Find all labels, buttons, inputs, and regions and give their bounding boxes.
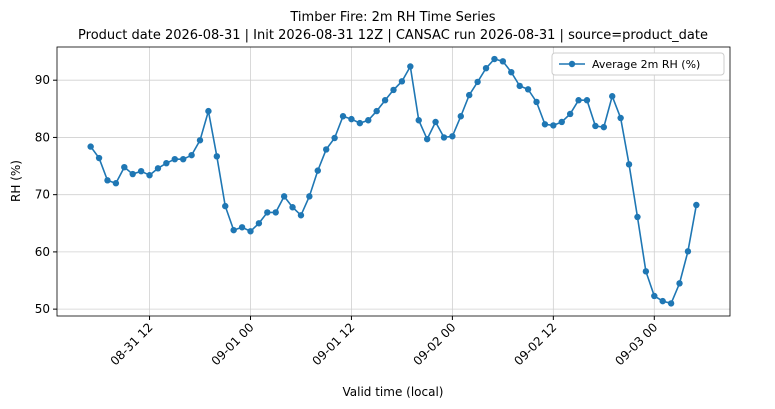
data-point [272,209,279,216]
data-point [600,123,608,131]
data-point [247,228,254,235]
data-point [617,114,624,122]
data-point [609,93,616,100]
plot-frame [56,46,731,317]
data-point [499,58,507,65]
data-point [188,151,195,159]
data-point [323,146,330,153]
data-point [373,107,380,115]
data-point [541,121,549,128]
data-point [213,153,221,160]
data-point [179,155,187,163]
x-tick-label: 09-03 00 [612,320,660,368]
data-point [222,202,229,210]
chart-title: Timber Fire: 2m RH Time Series [289,10,495,25]
data-point [314,167,321,174]
data-line [90,58,698,305]
data-point [339,113,347,120]
x-tick-label: 09-01 00 [209,320,257,368]
data-point [398,78,406,85]
data-point [230,226,237,234]
data-point [642,268,650,275]
data-point [390,86,397,94]
data-point [356,119,364,127]
data-point [524,86,532,93]
data-point [684,248,692,255]
data-point [129,170,136,178]
data-point [566,110,574,118]
data-point [87,143,94,150]
data-point [550,122,557,129]
y-axis-label: RH (%) [9,160,23,202]
data-point [625,161,633,168]
data-point [238,224,246,231]
data-point [482,64,490,72]
data-point [651,292,658,300]
chart-subtitle: Product date 2026-08-31 | Init 2026-08-3… [78,28,708,43]
data-point [533,98,540,106]
data-point [255,220,263,227]
data-point [331,134,338,142]
data-point [365,117,372,124]
data-point [575,97,582,104]
data-point [457,113,464,120]
data-point [634,213,641,221]
data-point [693,201,700,209]
data-point [423,135,431,143]
data-point [289,204,296,211]
data-point [676,280,683,287]
data-point [491,55,498,63]
y-tick-label: 50 [35,302,50,316]
x-tick-label: 09-02 00 [410,320,458,368]
data-point [95,154,103,162]
x-axis-label: Valid time (local) [343,385,444,399]
data-point [137,167,145,175]
y-tick-label: 70 [35,188,50,202]
data-point [121,163,128,171]
data-point [558,118,565,126]
legend-marker [568,60,576,68]
data-point [154,165,162,172]
data-point [474,78,481,86]
data-point [348,115,355,123]
data-point [432,118,439,126]
data-point [196,137,204,144]
y-tick-label: 60 [35,245,50,259]
data-point [205,107,212,115]
data-point [415,117,422,124]
y-tick-label: 90 [35,73,50,87]
x-tick-label: 08-31 12 [108,320,156,368]
data-point [440,134,448,141]
data-point [516,82,523,90]
data-point [508,68,515,76]
data-point [449,133,456,140]
data-point [306,193,313,200]
legend-box [551,52,725,76]
y-tick-label: 80 [35,130,50,144]
data-point [592,122,599,130]
data-point [264,209,271,216]
data-point [659,297,666,305]
legend-label: Average 2m RH (%) [592,58,700,71]
data-point [280,193,288,200]
data-point [104,177,111,184]
data-point [171,155,178,163]
data-point [407,63,414,70]
data-point [667,300,675,307]
x-tick-label: 09-01 12 [310,320,358,368]
x-tick-label: 09-02 12 [511,320,559,368]
data-point [381,97,389,104]
data-point [112,180,120,187]
data-point [466,91,473,99]
data-point [583,97,591,104]
data-point [146,172,153,179]
data-point [297,212,305,219]
data-point [163,159,170,167]
